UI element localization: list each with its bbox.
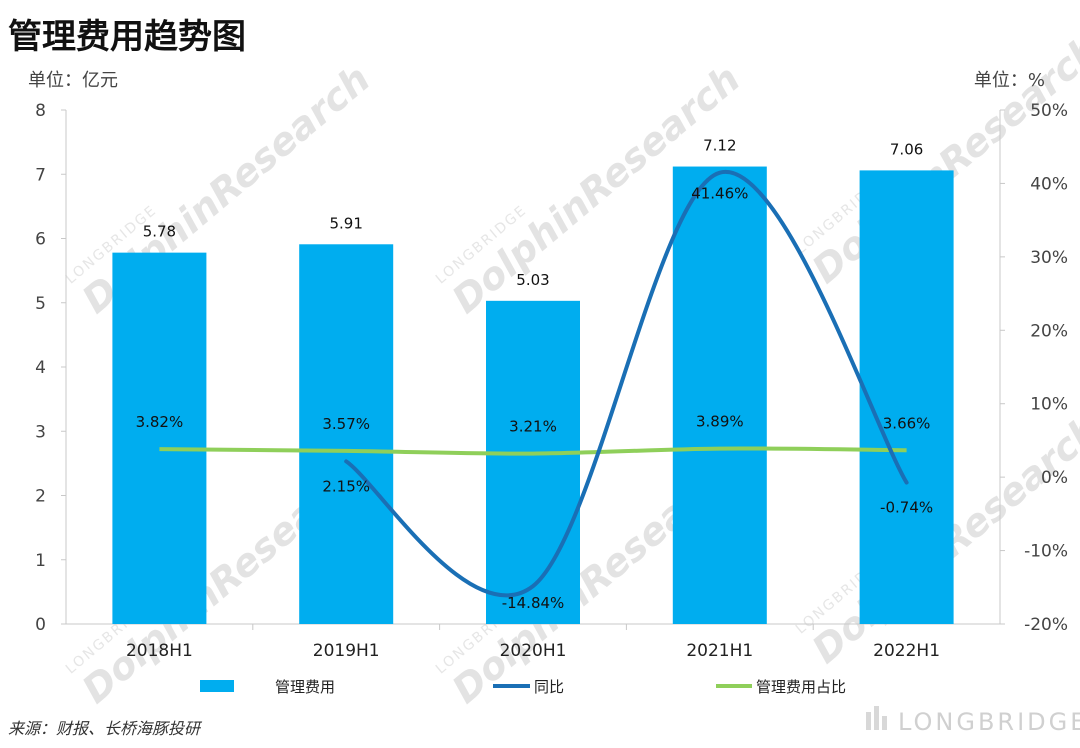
left-tick-label: 4 [35,358,46,378]
right-tick-label: 0% [1041,468,1068,488]
ratio-line [159,446,907,456]
yoy-line [344,170,909,598]
bar-2022H1 [859,170,954,624]
x-tick-label: 2020H1 [500,641,567,661]
source-note: 来源：财报、长桥海豚投研 [8,719,203,738]
right-tick-label: 40% [1030,174,1068,194]
bar-value-label: 5.03 [516,271,549,289]
bar-value-label: 7.06 [890,140,923,158]
left-tick-label: 8 [35,101,46,121]
right-tick-label: -10% [1024,542,1068,562]
left-tick-label: 2 [35,487,46,507]
chart-title: 管理费用趋势图 [8,17,246,57]
bar-value-label: 7.12 [703,137,736,155]
legend-bar-label: 管理费用 [275,678,335,696]
left-tick-label: 1 [35,551,46,571]
brand-text: LONGBRIDGE [898,708,1080,736]
axes: 0 1 2 3 4 5 6 7 8 -20% -10% 0% 10% 20% 30% 40% 50% 2018H1… [35,101,1068,661]
bar-2021H1 [672,166,767,625]
left-tick-label: 6 [35,230,46,250]
right-tick-label: 10% [1030,395,1068,415]
right-axis-unit: 单位：% [974,70,1045,91]
x-tick-label: 2019H1 [313,641,380,661]
ratio-value-label: 3.89% [696,413,744,431]
left-tick-label: 0 [35,615,46,635]
legend: 管理费用 同比 管理费用占比 [200,678,846,696]
data-labels: 5.78 5.91 5.03 7.12 7.06 3.82% 3.57% 3.21% 3.89%… [136,137,934,613]
bar-2020H1 [486,300,580,624]
line-series [159,170,909,598]
x-tick-label: 2022H1 [873,641,940,661]
ratio-value-label: 3.82% [136,413,184,431]
left-tick-label: 5 [35,294,46,314]
x-tick-label: 2018H1 [126,641,193,661]
bar-series [112,166,954,625]
yoy-value-label: -0.74% [880,499,933,517]
right-tick-label: -20% [1024,615,1068,635]
bar-2019H1 [299,244,394,624]
legend-bar-swatch [200,680,234,692]
brand-logo: LONGBRIDGE [866,706,1080,736]
right-tick-label: 30% [1030,248,1068,268]
ratio-value-label: 3.57% [322,415,370,433]
right-tick-label: 20% [1030,321,1068,341]
yoy-value-label: 2.15% [322,477,370,495]
legend-ratio-label: 管理费用占比 [756,678,846,696]
ratio-value-label: 3.21% [509,418,557,436]
yoy-value-label: 41.46% [691,185,748,203]
right-tick-label: 50% [1030,101,1068,121]
left-tick-label: 7 [35,165,46,185]
left-axis-unit: 单位：亿元 [28,70,118,91]
bar-2018H1 [112,252,207,624]
left-tick-label: 3 [35,422,46,442]
bar-value-label: 5.78 [143,223,176,241]
bar-value-label: 5.91 [329,214,362,232]
yoy-value-label: -14.84% [502,594,565,612]
legend-yoy-label: 同比 [534,678,564,696]
x-tick-label: 2021H1 [686,641,753,661]
ratio-value-label: 3.66% [883,414,931,432]
